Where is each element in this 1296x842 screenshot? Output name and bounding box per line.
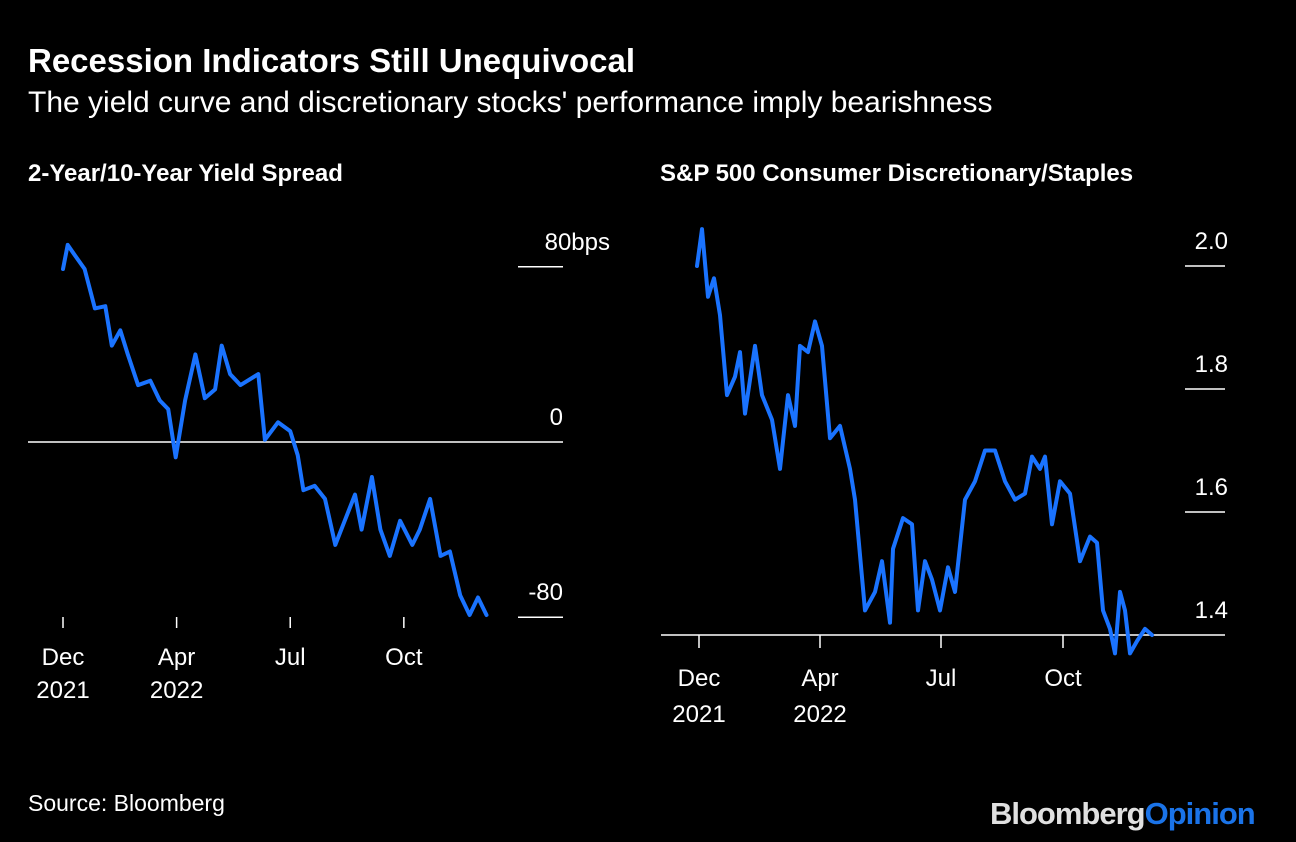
y-tick-label: 2.0 [1195, 228, 1228, 255]
x-tick-label-year: 2021 [672, 701, 725, 728]
panel-title: 2-Year/10-Year Yield Spread [28, 160, 343, 187]
x-tick-label-month: Oct [1044, 665, 1082, 692]
x-tick-label-month: Oct [385, 644, 423, 671]
y-tick-label: 1.8 [1195, 351, 1228, 378]
y-tick-label: 1.6 [1195, 474, 1228, 501]
logo-brand: Bloomberg [990, 796, 1146, 831]
series-line [695, 227, 1154, 656]
chart-subtitle: The yield curve and discretionary stocks… [28, 86, 993, 119]
x-tick-label-year: 2022 [150, 677, 203, 704]
x-tick-label-month: Apr [158, 644, 195, 671]
y-tick-label: 80bps [545, 229, 610, 256]
source-note: Source: Bloomberg [28, 790, 225, 816]
panel-title: S&P 500 Consumer Discretionary/Staples [660, 160, 1133, 187]
logo-section: Opinion [1144, 796, 1256, 831]
x-tick-label-month: Apr [801, 665, 838, 692]
x-tick-label-month: Jul [275, 644, 306, 671]
x-tick-label-month: Dec [42, 644, 85, 671]
y-tick-label: 1.4 [1195, 597, 1228, 624]
y-tick-label: -80 [528, 579, 563, 606]
bloomberg-opinion-logo: BloombergOpinion [990, 796, 1256, 832]
chart-title: Recession Indicators Still Unequivocal [28, 42, 636, 79]
series-line [61, 242, 489, 617]
y-tick-label: 0 [550, 404, 563, 431]
x-tick-label-month: Dec [678, 665, 721, 692]
x-tick-label-year: 2022 [793, 701, 846, 728]
x-tick-label-year: 2021 [36, 677, 89, 704]
x-tick-label-month: Jul [926, 665, 957, 692]
